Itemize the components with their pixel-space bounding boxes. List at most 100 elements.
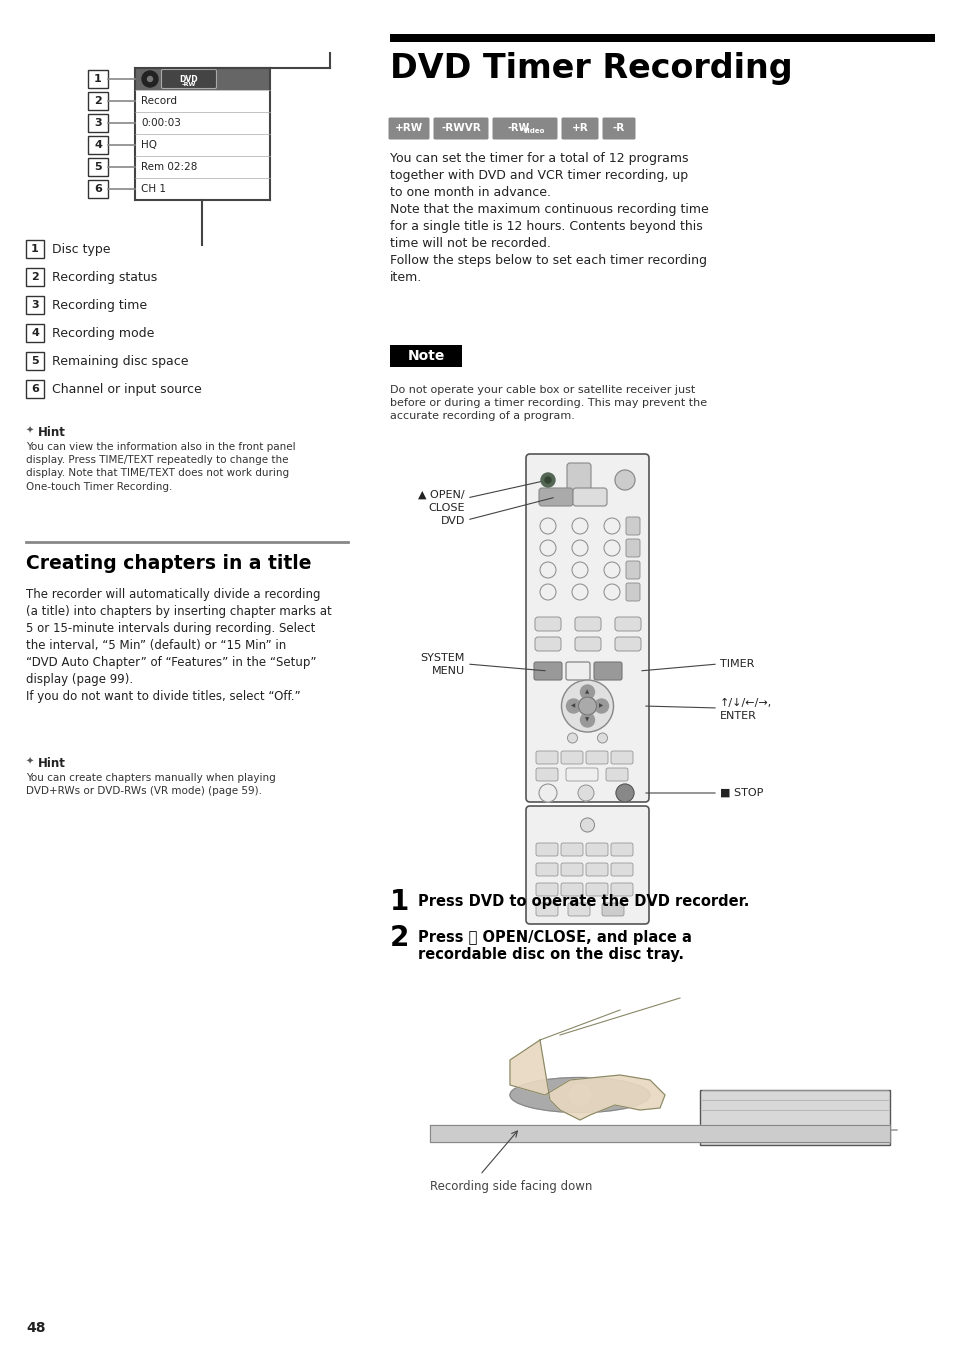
FancyBboxPatch shape bbox=[594, 662, 621, 680]
FancyBboxPatch shape bbox=[566, 462, 590, 491]
Text: Note: Note bbox=[407, 349, 444, 362]
Text: ↑/↓/←/→,: ↑/↓/←/→, bbox=[720, 698, 771, 708]
Circle shape bbox=[615, 470, 635, 489]
Text: ✦: ✦ bbox=[26, 757, 34, 767]
Text: HQ: HQ bbox=[141, 141, 157, 150]
Circle shape bbox=[578, 786, 594, 800]
FancyBboxPatch shape bbox=[605, 768, 627, 781]
Text: ▼: ▼ bbox=[585, 718, 589, 722]
Circle shape bbox=[148, 77, 152, 81]
Text: ■ STOP: ■ STOP bbox=[720, 788, 762, 798]
Circle shape bbox=[603, 518, 619, 534]
FancyBboxPatch shape bbox=[433, 118, 488, 139]
FancyBboxPatch shape bbox=[535, 637, 560, 652]
Text: Recording mode: Recording mode bbox=[52, 326, 154, 339]
FancyBboxPatch shape bbox=[525, 806, 648, 923]
FancyBboxPatch shape bbox=[536, 863, 558, 876]
Bar bbox=[26, 352, 44, 370]
Circle shape bbox=[539, 539, 556, 556]
Bar bbox=[26, 380, 44, 397]
Text: 3: 3 bbox=[94, 118, 102, 128]
Circle shape bbox=[594, 699, 608, 713]
Text: 1: 1 bbox=[94, 74, 102, 84]
Circle shape bbox=[578, 698, 596, 715]
Text: ▶: ▶ bbox=[598, 703, 603, 708]
FancyBboxPatch shape bbox=[567, 903, 589, 917]
Circle shape bbox=[539, 584, 556, 600]
Text: Rem 02:28: Rem 02:28 bbox=[141, 162, 197, 172]
Text: Video: Video bbox=[522, 128, 544, 134]
Text: Do not operate your cable box or satellite receiver just
before or during a time: Do not operate your cable box or satelli… bbox=[390, 385, 706, 422]
FancyBboxPatch shape bbox=[534, 662, 561, 680]
Circle shape bbox=[579, 818, 594, 831]
Bar bbox=[135, 68, 270, 91]
Text: You can view the information also in the front panel
display. Press TIME/TEXT re: You can view the information also in the… bbox=[26, 442, 295, 492]
FancyBboxPatch shape bbox=[536, 768, 558, 781]
Text: Creating chapters in a title: Creating chapters in a title bbox=[26, 554, 312, 573]
Text: 5: 5 bbox=[94, 162, 102, 172]
Text: 3: 3 bbox=[31, 300, 39, 310]
Text: 2: 2 bbox=[31, 272, 39, 283]
FancyBboxPatch shape bbox=[625, 561, 639, 579]
Text: 48: 48 bbox=[26, 1321, 46, 1334]
Circle shape bbox=[561, 680, 613, 731]
Text: +RW: +RW bbox=[395, 123, 423, 132]
Text: Recording time: Recording time bbox=[52, 299, 147, 311]
Circle shape bbox=[539, 518, 556, 534]
FancyBboxPatch shape bbox=[492, 118, 557, 139]
Polygon shape bbox=[430, 1125, 889, 1142]
Text: 2: 2 bbox=[94, 96, 102, 105]
Circle shape bbox=[603, 562, 619, 579]
Text: DVD: DVD bbox=[440, 516, 464, 526]
FancyBboxPatch shape bbox=[536, 883, 558, 896]
Circle shape bbox=[616, 784, 634, 802]
FancyBboxPatch shape bbox=[615, 637, 640, 652]
Text: 5: 5 bbox=[31, 356, 39, 366]
Text: 6: 6 bbox=[94, 184, 102, 193]
Text: ENTER: ENTER bbox=[720, 711, 756, 721]
Text: MENU: MENU bbox=[432, 667, 464, 676]
Text: ◀: ◀ bbox=[571, 703, 575, 708]
Text: ✦: ✦ bbox=[26, 426, 34, 435]
Circle shape bbox=[538, 784, 557, 802]
Text: Hint: Hint bbox=[38, 426, 66, 439]
Text: +R: +R bbox=[571, 123, 588, 132]
FancyBboxPatch shape bbox=[388, 118, 429, 139]
FancyBboxPatch shape bbox=[625, 516, 639, 535]
Circle shape bbox=[567, 733, 577, 744]
Circle shape bbox=[567, 1083, 592, 1107]
FancyBboxPatch shape bbox=[565, 662, 589, 680]
Circle shape bbox=[572, 562, 587, 579]
Text: DVD Timer Recording: DVD Timer Recording bbox=[390, 51, 792, 85]
Text: SYSTEM: SYSTEM bbox=[420, 653, 464, 662]
FancyBboxPatch shape bbox=[535, 617, 560, 631]
Bar bbox=[88, 70, 108, 88]
FancyBboxPatch shape bbox=[538, 488, 573, 506]
FancyBboxPatch shape bbox=[625, 583, 639, 602]
Text: 1: 1 bbox=[390, 888, 409, 917]
Text: Recording status: Recording status bbox=[52, 270, 157, 284]
Text: The recorder will automatically divide a recording
(a title) into chapters by in: The recorder will automatically divide a… bbox=[26, 588, 332, 703]
FancyBboxPatch shape bbox=[585, 863, 607, 876]
Text: Hint: Hint bbox=[38, 757, 66, 771]
Bar bbox=[88, 180, 108, 197]
Text: -RW: -RW bbox=[507, 123, 530, 132]
FancyBboxPatch shape bbox=[602, 118, 635, 139]
FancyBboxPatch shape bbox=[560, 883, 582, 896]
FancyBboxPatch shape bbox=[585, 883, 607, 896]
Circle shape bbox=[567, 1083, 592, 1107]
Text: Recording side facing down: Recording side facing down bbox=[430, 1180, 592, 1192]
FancyBboxPatch shape bbox=[610, 863, 633, 876]
FancyBboxPatch shape bbox=[573, 488, 606, 506]
FancyBboxPatch shape bbox=[585, 750, 607, 764]
Bar bbox=[390, 345, 461, 366]
Circle shape bbox=[603, 539, 619, 556]
Text: Disc type: Disc type bbox=[52, 242, 111, 256]
Text: CH 1: CH 1 bbox=[141, 184, 166, 193]
Bar bbox=[26, 296, 44, 314]
Text: 6: 6 bbox=[31, 384, 39, 393]
FancyBboxPatch shape bbox=[610, 883, 633, 896]
FancyBboxPatch shape bbox=[585, 844, 607, 856]
Text: -R: -R bbox=[612, 123, 624, 132]
Text: 4: 4 bbox=[94, 141, 102, 150]
